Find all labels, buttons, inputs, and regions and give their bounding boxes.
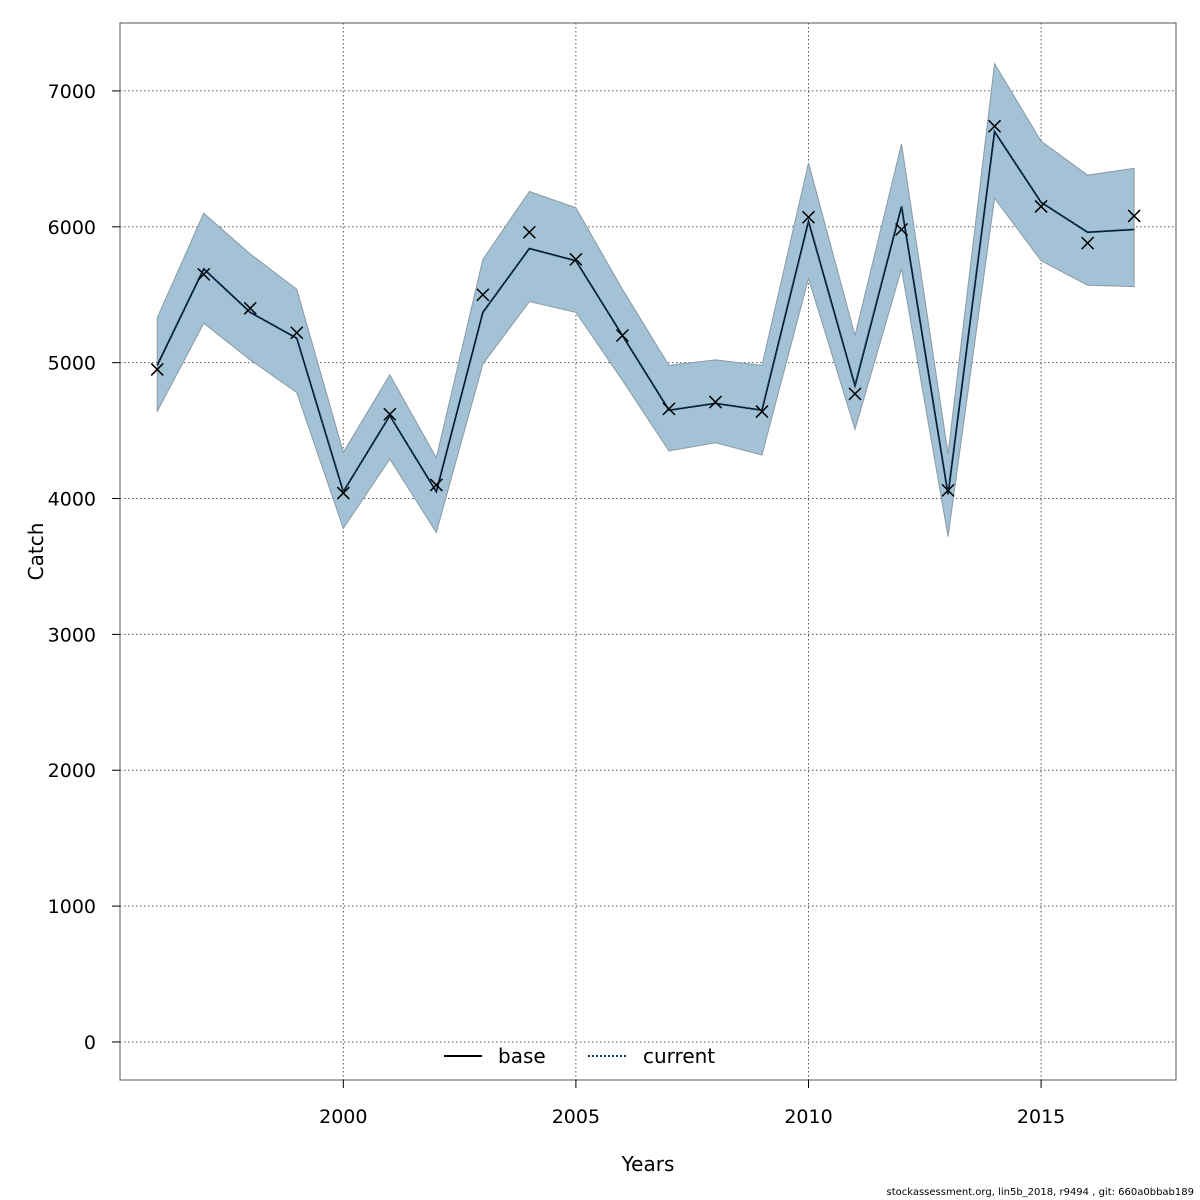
observed-point-2011 <box>848 387 862 401</box>
x-tick-label-2000: 2000 <box>319 1106 367 1128</box>
observed-point-2003 <box>476 288 490 302</box>
observed-point-2014 <box>988 119 1002 133</box>
y-axis-ticks: 0 1000 2000 3000 4000 5000 6000 7000 <box>48 81 120 1054</box>
observed-points-layer <box>150 119 1141 500</box>
observed-point-2013 <box>941 483 955 497</box>
x-tick-label-2005: 2005 <box>552 1106 600 1128</box>
y-tick-label-0: 0 <box>84 1032 96 1054</box>
observed-point-1998 <box>243 301 257 315</box>
observed-point-2017 <box>1127 209 1141 223</box>
y-tick-label-7000: 7000 <box>48 81 96 103</box>
series-lines-layer <box>156 128 1135 495</box>
observed-point-2007 <box>662 402 676 416</box>
observed-point-2000 <box>336 486 350 500</box>
confidence-band-layer <box>156 62 1135 537</box>
y-axis-title: Catch <box>24 523 48 581</box>
x-axis-title: Years <box>621 1152 675 1176</box>
y-tick-label-4000: 4000 <box>48 489 96 511</box>
observed-point-1996 <box>150 362 164 376</box>
y-tick-label-5000: 5000 <box>48 353 96 375</box>
legend-label-base: base <box>498 1044 546 1068</box>
x-tick-label-2010: 2010 <box>784 1106 832 1128</box>
observed-point-2015 <box>1034 199 1048 213</box>
plot-frame <box>119 22 1177 1081</box>
y-tick-label-1000: 1000 <box>48 896 96 918</box>
x-axis-ticks: 2000 2005 2010 2015 <box>319 1080 1065 1128</box>
observed-point-1999 <box>290 326 304 340</box>
footer-credit: stockassessment.org, lin5b_2018, r9494 ,… <box>886 1187 1194 1198</box>
observed-point-2010 <box>801 210 816 224</box>
observed-point-2001 <box>383 407 397 421</box>
y-tick-label-2000: 2000 <box>48 760 96 782</box>
legend-label-current: current <box>643 1044 715 1068</box>
y-tick-label-6000: 6000 <box>48 217 96 239</box>
series-line-current <box>156 128 1135 495</box>
legend: base current <box>444 1044 715 1068</box>
x-tick-label-2015: 2015 <box>1017 1106 1065 1128</box>
observed-point-2008 <box>708 395 722 409</box>
observed-point-2002 <box>429 478 443 492</box>
observed-point-2004 <box>522 225 536 239</box>
observed-point-1997 <box>197 267 211 281</box>
observed-point-2005 <box>569 252 583 266</box>
y-tick-label-3000: 3000 <box>48 624 96 646</box>
observed-point-2009 <box>755 405 769 419</box>
observed-point-2012 <box>895 222 909 237</box>
observed-point-2016 <box>1081 236 1095 250</box>
observed-point-2006 <box>615 328 629 343</box>
confidence-band <box>156 62 1135 537</box>
